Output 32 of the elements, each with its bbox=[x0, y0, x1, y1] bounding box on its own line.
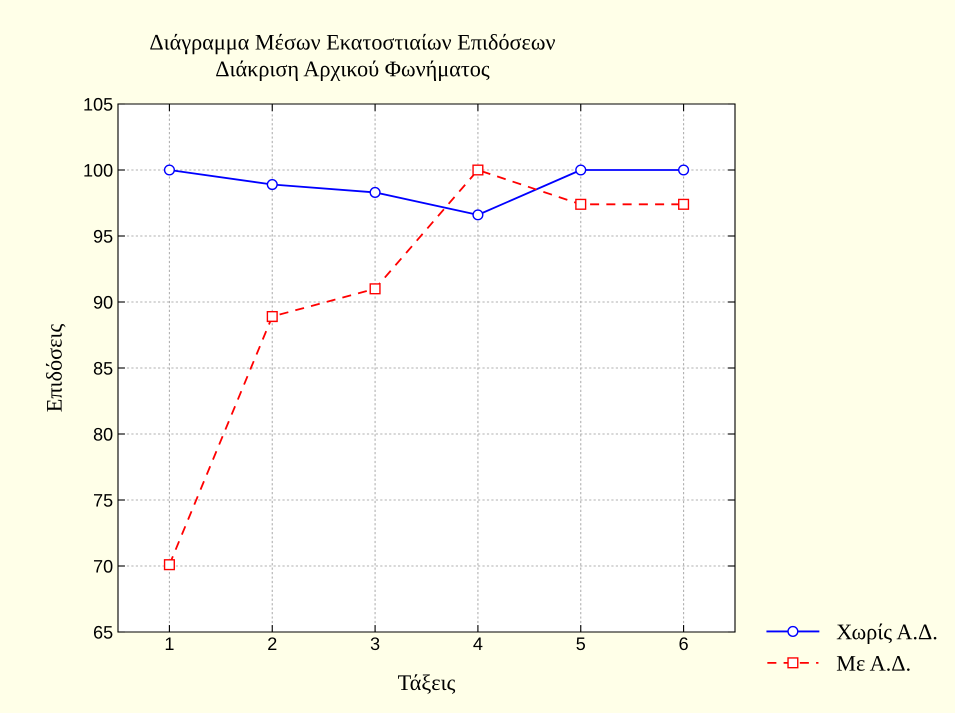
x-tick-label: 4 bbox=[473, 638, 482, 650]
y-tick-label: 100 bbox=[84, 164, 112, 177]
point bbox=[370, 186, 381, 198]
y-axis-title: Επιδόσεις bbox=[46, 324, 66, 412]
point bbox=[678, 164, 690, 176]
legend-label: Με Α.Δ. bbox=[836, 656, 910, 671]
legend-label: Χωρίς Α.Δ. bbox=[836, 624, 936, 644]
chart-title: Διάγραμμα Μέσων Εκατοστιαίων Επιδόσεων Διάκριση Αρχικού Φωνήματος bbox=[150, 34, 555, 81]
point bbox=[678, 198, 690, 210]
y-tick-label: 90 bbox=[94, 296, 112, 309]
point bbox=[266, 178, 278, 190]
x-axis-title: Τάξεις bbox=[398, 674, 456, 694]
x-tick-label: 1 bbox=[166, 638, 174, 650]
point bbox=[472, 209, 484, 220]
y-tick-label: 85 bbox=[94, 362, 112, 375]
y-tick-label: 70 bbox=[94, 560, 112, 573]
x-tick-label: 2 bbox=[268, 637, 276, 650]
point bbox=[164, 559, 175, 570]
x-tick-label: 3 bbox=[370, 637, 380, 650]
point bbox=[575, 164, 586, 176]
point bbox=[266, 310, 278, 322]
y-tick-label: 75 bbox=[94, 494, 112, 507]
y-tick-label: 65 bbox=[94, 626, 112, 639]
y-tick-label: 105 bbox=[84, 98, 112, 111]
point bbox=[370, 283, 381, 294]
x-tick-label: 5 bbox=[576, 638, 586, 650]
point bbox=[575, 198, 586, 210]
y-tick-label: 95 bbox=[94, 230, 112, 243]
point bbox=[472, 164, 484, 176]
y-tick-label: 80 bbox=[94, 428, 112, 441]
point bbox=[164, 164, 175, 176]
x-tick-label: 6 bbox=[679, 637, 688, 650]
